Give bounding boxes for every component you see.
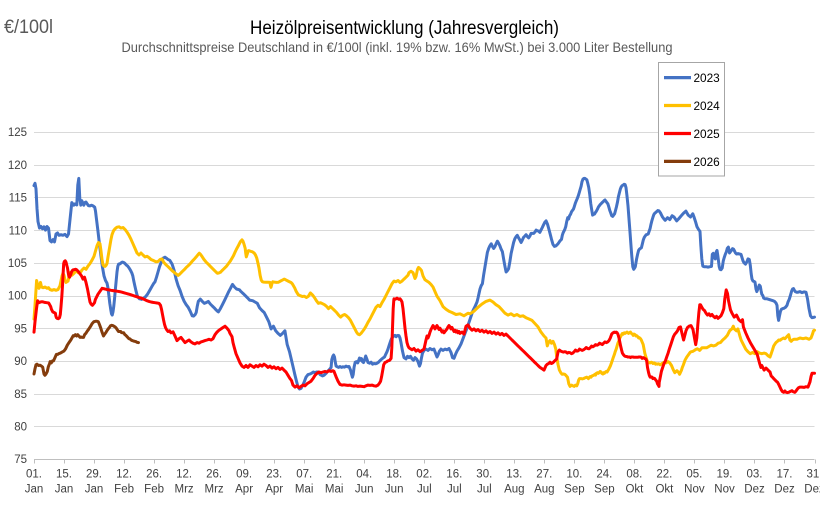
svg-text:Mrz: Mrz xyxy=(205,484,224,496)
svg-text:Sep: Sep xyxy=(594,484,614,496)
svg-text:08.: 08. xyxy=(626,469,642,481)
svg-text:19.: 19. xyxy=(717,469,733,481)
svg-text:Aug: Aug xyxy=(504,484,524,496)
svg-text:07.: 07. xyxy=(296,469,312,481)
svg-text:2023: 2023 xyxy=(694,71,721,85)
svg-text:115: 115 xyxy=(9,193,27,205)
svg-text:31.: 31. xyxy=(807,469,823,481)
svg-text:Feb: Feb xyxy=(114,484,134,496)
svg-text:100: 100 xyxy=(8,291,27,303)
svg-text:2024: 2024 xyxy=(694,99,721,113)
svg-text:125: 125 xyxy=(8,127,27,139)
svg-text:€/100l: €/100l xyxy=(4,17,53,38)
svg-text:05.: 05. xyxy=(686,469,702,481)
svg-text:Sep: Sep xyxy=(564,484,584,496)
svg-text:24.: 24. xyxy=(596,469,612,481)
svg-text:13.: 13. xyxy=(506,469,522,481)
svg-text:2026: 2026 xyxy=(694,155,721,169)
svg-text:26.: 26. xyxy=(206,469,222,481)
svg-text:Mai: Mai xyxy=(325,484,344,496)
svg-text:Nov: Nov xyxy=(714,484,735,496)
svg-text:Apr: Apr xyxy=(265,484,283,496)
svg-text:15.: 15. xyxy=(56,469,72,481)
svg-text:110: 110 xyxy=(9,225,27,237)
svg-text:85: 85 xyxy=(14,389,27,401)
svg-text:Heizölpreisentwicklung (Jahres: Heizölpreisentwicklung (Jahresvergleich) xyxy=(250,17,559,39)
svg-text:Nov: Nov xyxy=(684,484,705,496)
svg-text:Durchschnittspreise Deutschlan: Durchschnittspreise Deutschland in €/100… xyxy=(122,40,673,55)
svg-text:Jul: Jul xyxy=(447,484,462,496)
svg-text:17.: 17. xyxy=(777,469,793,481)
svg-text:Dez: Dez xyxy=(774,484,795,496)
svg-text:Jun: Jun xyxy=(355,484,374,496)
svg-text:09.: 09. xyxy=(236,469,252,481)
svg-text:16.: 16. xyxy=(446,469,462,481)
svg-text:Jan: Jan xyxy=(55,484,74,496)
svg-text:27.: 27. xyxy=(536,469,552,481)
svg-text:105: 105 xyxy=(8,258,27,270)
svg-text:10.: 10. xyxy=(566,469,582,481)
svg-text:80: 80 xyxy=(14,422,27,434)
svg-text:04.: 04. xyxy=(356,469,372,481)
svg-text:Okt: Okt xyxy=(625,484,644,496)
svg-text:Jul: Jul xyxy=(477,484,492,496)
svg-text:23.: 23. xyxy=(266,469,282,481)
svg-text:Feb: Feb xyxy=(144,484,164,496)
svg-text:Jan: Jan xyxy=(25,484,44,496)
svg-text:Apr: Apr xyxy=(235,484,253,496)
svg-text:01.: 01. xyxy=(26,469,42,481)
svg-text:95: 95 xyxy=(14,323,27,335)
svg-text:26.: 26. xyxy=(146,469,162,481)
svg-text:Mrz: Mrz xyxy=(175,484,194,496)
svg-text:21.: 21. xyxy=(326,469,342,481)
svg-text:Jan: Jan xyxy=(85,484,104,496)
svg-text:02.: 02. xyxy=(416,469,432,481)
svg-text:Dez: Dez xyxy=(744,484,765,496)
svg-text:Mai: Mai xyxy=(295,484,314,496)
svg-text:30.: 30. xyxy=(476,469,492,481)
svg-text:2025: 2025 xyxy=(694,127,721,141)
svg-text:29.: 29. xyxy=(86,469,102,481)
svg-text:22.: 22. xyxy=(656,469,672,481)
svg-text:Aug: Aug xyxy=(534,484,554,496)
svg-text:120: 120 xyxy=(8,160,27,172)
svg-text:Jun: Jun xyxy=(385,484,404,496)
svg-text:Jul: Jul xyxy=(417,484,432,496)
svg-text:Okt: Okt xyxy=(655,484,674,496)
svg-text:12.: 12. xyxy=(176,469,192,481)
svg-text:Dez: Dez xyxy=(804,484,825,496)
svg-text:90: 90 xyxy=(14,356,27,368)
svg-text:75: 75 xyxy=(14,454,27,466)
svg-text:18.: 18. xyxy=(386,469,402,481)
svg-text:12.: 12. xyxy=(116,469,132,481)
svg-text:03.: 03. xyxy=(747,469,763,481)
